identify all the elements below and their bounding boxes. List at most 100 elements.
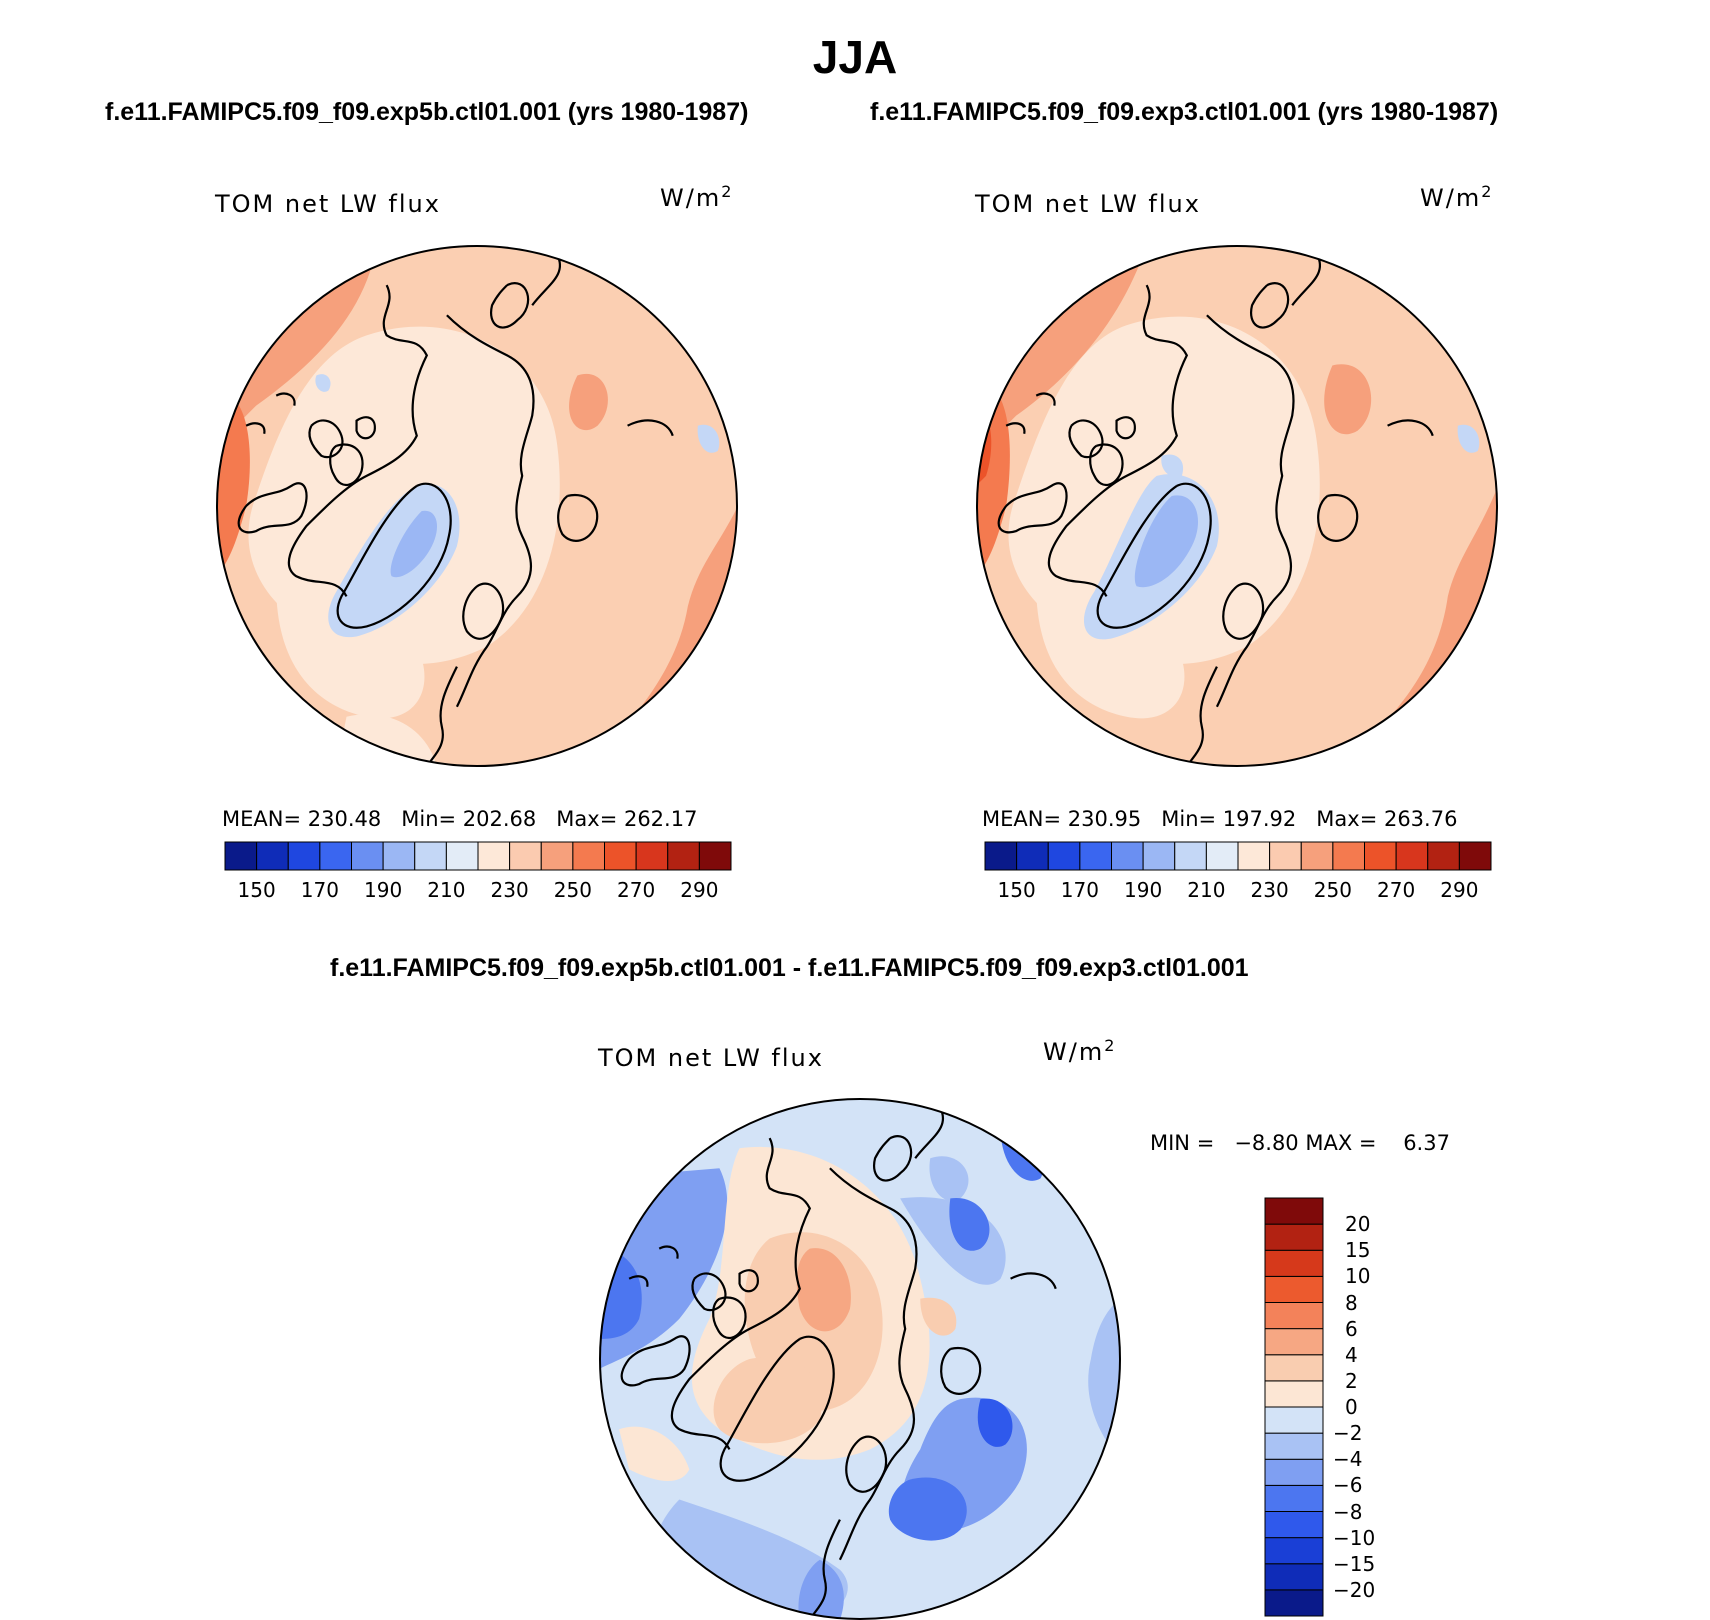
colorbar-tick-label: 190 [1124, 878, 1163, 902]
colorbar-swatch [1458, 841, 1492, 871]
colorbar-swatch [1427, 841, 1460, 871]
panel2-stats: MEAN= 230.95 Min= 197.92 Max= 263.76 [982, 807, 1458, 831]
colorbar-swatch [698, 841, 732, 871]
colorbar-tick-label: 2 [1345, 1368, 1358, 1393]
colorbar-swatch [1264, 1354, 1324, 1382]
panel3-units-label: W/m2 [1043, 1036, 1117, 1066]
colorbar-swatch [1264, 1484, 1324, 1512]
colorbar-swatch [1264, 1563, 1324, 1591]
colorbar-tick-label: 150 [237, 878, 276, 902]
colorbar-swatch [445, 841, 479, 871]
colorbar-swatch [224, 841, 258, 871]
colorbar-swatch [1264, 1223, 1324, 1251]
panel3-variable-label: TOM net LW flux [598, 1044, 824, 1072]
colorbar-tick-label: 270 [617, 878, 656, 902]
colorbar-swatch [1264, 1197, 1324, 1225]
colorbar-swatch [1079, 841, 1112, 871]
figure-title: JJA [812, 31, 898, 83]
colorbar-swatch [1264, 1249, 1324, 1277]
colorbar-swatch [1264, 1380, 1324, 1408]
colorbar-tick-label: −20 [1333, 1577, 1376, 1602]
panel1-variable-label: TOM net LW flux [215, 190, 441, 218]
case-b-title: f.e11.FAMIPC5.f09_f09.exp3.ctl01.001 (yr… [870, 98, 1499, 126]
diff-colorbar-labels: 20 15 10 8 6 4 2 0 −2 −4 −6 −8 −10 −15 −20 [1333, 1198, 1413, 1618]
colorbar-tick-label: 170 [1060, 878, 1099, 902]
colorbar-swatch [540, 841, 574, 871]
colorbar-tick-label: 150 [997, 878, 1036, 902]
colorbar-tick-label: 6 [1345, 1316, 1358, 1341]
colorbar-swatch [477, 841, 511, 871]
colorbar-swatch [1264, 1328, 1324, 1356]
panel1-colorbar [224, 841, 732, 871]
colorbar-swatch [509, 841, 542, 871]
colorbar-swatch [1111, 841, 1144, 871]
colorbar-tick-label: 250 [1313, 878, 1352, 902]
panel1-colorbar-labels: 150 170 190 210 230 250 270 290 [225, 878, 731, 904]
colorbar-swatch [382, 841, 416, 871]
colorbar-tick-label: 15 [1345, 1238, 1371, 1263]
diff-title: f.e11.FAMIPC5.f09_f09.exp5b.ctl01.001 - … [330, 954, 1249, 982]
colorbar-swatch [319, 841, 352, 871]
colorbar-swatch [1264, 1537, 1324, 1565]
colorbar-tick-label: 210 [427, 878, 466, 902]
colorbar-tick-label: 230 [1250, 878, 1289, 902]
colorbar-swatch [1269, 841, 1302, 871]
colorbar-swatch [1047, 841, 1081, 871]
colorbar-tick-label: −15 [1333, 1551, 1376, 1576]
colorbar-swatch [1205, 841, 1239, 871]
colorbar-swatch [1264, 1589, 1324, 1617]
colorbar-swatch [1264, 1406, 1324, 1434]
colorbar-swatch [256, 841, 289, 871]
colorbar-tick-label: 290 [1440, 878, 1479, 902]
panel3-polar-map [599, 1098, 1121, 1620]
panel2-variable-label: TOM net LW flux [975, 190, 1201, 218]
colorbar-swatch [1142, 841, 1176, 871]
colorbar-swatch [1264, 1511, 1324, 1539]
colorbar-swatch [1264, 1275, 1324, 1303]
panel2-polar-map [976, 245, 1498, 767]
colorbar-tick-label: 230 [490, 878, 529, 902]
colorbar-swatch [667, 841, 700, 871]
colorbar-tick-label: 190 [364, 878, 403, 902]
case-a-title: f.e11.FAMIPC5.f09_f09.exp5b.ctl01.001 (y… [105, 98, 749, 126]
colorbar-swatch [1264, 1302, 1324, 1330]
colorbar-swatch [1364, 841, 1397, 871]
colorbar-swatch [604, 841, 637, 871]
colorbar-swatch [1264, 1432, 1324, 1460]
colorbar-tick-label: 4 [1345, 1342, 1358, 1367]
panel1-polar-map [216, 245, 738, 767]
colorbar-tick-label: 290 [680, 878, 719, 902]
panel2-units-label: W/m2 [1420, 182, 1494, 212]
panel3-stats: MIN = −8.80 MAX = 6.37 [1150, 1131, 1450, 1155]
colorbar-tick-label: −10 [1333, 1525, 1376, 1550]
colorbar-tick-label: 8 [1345, 1290, 1358, 1315]
colorbar-tick-label: 210 [1187, 878, 1226, 902]
colorbar-tick-label: 10 [1345, 1264, 1371, 1289]
colorbar-tick-label: 20 [1345, 1212, 1371, 1237]
colorbar-tick-label: −6 [1333, 1473, 1363, 1498]
colorbar-swatch [287, 841, 321, 871]
colorbar-swatch [984, 841, 1018, 871]
colorbar-swatch [1174, 841, 1207, 871]
panel2-colorbar [984, 841, 1492, 871]
colorbar-swatch [1264, 1458, 1324, 1486]
colorbar-swatch [414, 841, 447, 871]
colorbar-tick-label: −8 [1333, 1499, 1363, 1524]
colorbar-swatch [1237, 841, 1271, 871]
colorbar-tick-label: −2 [1333, 1421, 1363, 1446]
colorbar-tick-label: −4 [1333, 1447, 1363, 1472]
colorbar-tick-label: 270 [1377, 878, 1416, 902]
colorbar-swatch [351, 841, 384, 871]
colorbar-tick-label: 170 [300, 878, 339, 902]
colorbar-tick-label: 250 [553, 878, 592, 902]
colorbar-swatch [1332, 841, 1365, 871]
panel1-stats: MEAN= 230.48 Min= 202.68 Max= 262.17 [222, 807, 698, 831]
panel1-units-label: W/m2 [660, 182, 734, 212]
colorbar-swatch [1395, 841, 1429, 871]
colorbar-swatch [572, 841, 605, 871]
colorbar-tick-label: 0 [1345, 1395, 1358, 1419]
colorbar-swatch [1016, 841, 1049, 871]
colorbar-swatch [635, 841, 669, 871]
diff-colorbar [1264, 1197, 1324, 1617]
panel2-colorbar-labels: 150 170 190 210 230 250 270 290 [985, 878, 1491, 904]
